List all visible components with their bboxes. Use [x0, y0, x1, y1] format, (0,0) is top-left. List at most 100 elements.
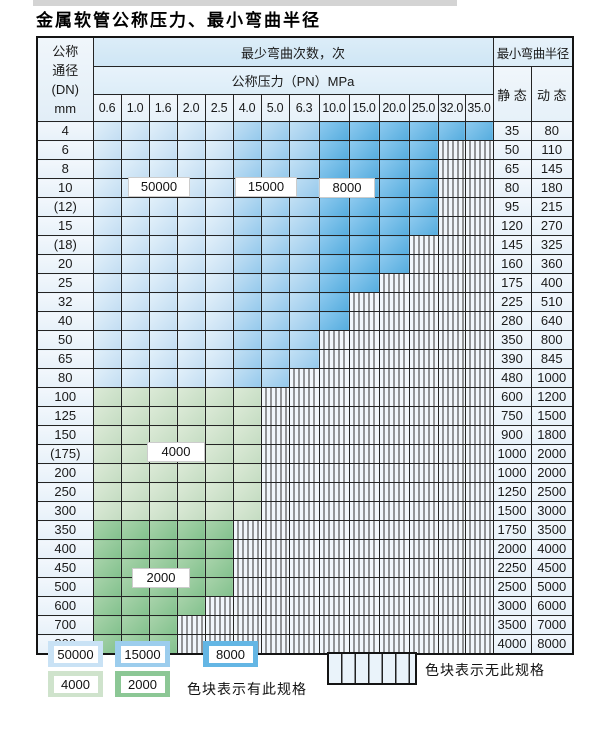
spec-cell-available — [176, 330, 206, 350]
spec-cell-unavailable — [260, 615, 290, 635]
spec-cell-unavailable — [464, 463, 494, 483]
dn-cell: (12) — [36, 197, 94, 217]
spec-cell-available — [408, 197, 439, 217]
spec-cell-available — [232, 216, 262, 236]
spec-cell-unavailable — [378, 634, 410, 655]
spec-cell-unavailable — [437, 140, 466, 160]
dn-cell: 40 — [36, 311, 94, 331]
dynamic-radius-cell: 145 — [530, 159, 574, 179]
static-radius-cell: 1750 — [492, 520, 532, 540]
page-title: 金属软管公称压力、最小弯曲半径 — [36, 11, 321, 30]
spec-cell-available — [92, 349, 122, 369]
static-radius-cell: 1000 — [492, 444, 532, 464]
pn-col-header: 6.3 — [288, 94, 320, 122]
spec-cell-available — [232, 349, 262, 369]
spec-cell-unavailable — [348, 425, 380, 445]
spec-cell-available — [288, 140, 320, 160]
spec-cell-available — [120, 539, 150, 559]
spec-cell-available — [288, 311, 320, 331]
static-radius-cell: 1250 — [492, 482, 532, 502]
dn-cell: 6 — [36, 140, 94, 160]
spec-cell-unavailable — [318, 330, 350, 350]
spec-cell-unavailable — [378, 330, 410, 350]
bend-cycles-header: 最少弯曲次数，次 — [92, 36, 494, 67]
table-row: 20 160 360 — [36, 254, 574, 274]
min-bend-radius-header: 最小弯曲半径 — [492, 36, 574, 67]
dn-cell: 200 — [36, 463, 94, 483]
pn-col-header: 10.0 — [318, 94, 350, 122]
spec-cell-available — [176, 235, 206, 255]
spec-cell-available — [288, 330, 320, 350]
spec-cell-available — [120, 463, 150, 483]
spec-cell-available — [148, 197, 178, 217]
spec-cell-unavailable — [437, 463, 466, 483]
spec-cell-unavailable — [464, 615, 494, 635]
dynamic-radius-cell: 1800 — [530, 425, 574, 445]
spec-cell-available — [318, 292, 350, 312]
spec-cell-unavailable — [378, 368, 410, 388]
spec-cell-unavailable — [318, 444, 350, 464]
spec-cell-unavailable — [318, 387, 350, 407]
spec-cell-available — [378, 235, 410, 255]
spec-cell-unavailable — [232, 520, 262, 540]
spec-cell-available — [148, 159, 178, 179]
dn-cell: 25 — [36, 273, 94, 293]
spec-cell-available — [204, 121, 234, 141]
spec-cell-available — [260, 368, 290, 388]
spec-cell-available — [204, 159, 234, 179]
spec-cell-available — [120, 159, 150, 179]
spec-cell-available — [120, 254, 150, 274]
spec-cell-available — [288, 121, 320, 141]
static-radius-cell: 2000 — [492, 539, 532, 559]
cycles-label-50000: 50000 — [128, 177, 190, 197]
spec-cell-available — [204, 387, 234, 407]
static-radius-cell: 390 — [492, 349, 532, 369]
dynamic-radius-cell: 360 — [530, 254, 574, 274]
spec-cell-available — [148, 520, 178, 540]
dynamic-radius-cell: 2000 — [530, 463, 574, 483]
dynamic-radius-cell: 1200 — [530, 387, 574, 407]
spec-cell-available — [408, 216, 439, 236]
static-radius-cell: 480 — [492, 368, 532, 388]
spec-cell-available — [92, 254, 122, 274]
spec-cell-unavailable — [348, 634, 380, 655]
pn-col-header: 0.6 — [92, 94, 122, 122]
spec-cell-available — [120, 482, 150, 502]
spec-cell-available — [232, 501, 262, 521]
legend-swatch-label: 50000 — [53, 645, 98, 663]
spec-table-wrap: 公称 通径 (DN) mm 最少弯曲次数，次 最小弯曲半径 公称压力（PN）MP… — [36, 36, 574, 655]
legend-swatch-label: 4000 — [53, 675, 98, 693]
spec-cell-unavailable — [437, 634, 466, 655]
spec-cell-unavailable — [408, 330, 439, 350]
spec-cell-available — [288, 292, 320, 312]
spec-cell-unavailable — [408, 634, 439, 655]
spec-cell-unavailable — [437, 273, 466, 293]
legend-swatch-8000: 8000 — [203, 641, 258, 667]
spec-cell-available — [260, 197, 290, 217]
spec-cell-unavailable — [437, 539, 466, 559]
pn-col-header: 2.0 — [176, 94, 206, 122]
spec-cell-available — [120, 330, 150, 350]
spec-cell-available — [92, 178, 122, 198]
spec-cell-available — [92, 425, 122, 445]
spec-cell-unavailable — [464, 539, 494, 559]
spec-cell-available — [92, 368, 122, 388]
spec-cell-unavailable — [464, 330, 494, 350]
spec-cell-available — [378, 254, 410, 274]
spec-cell-available — [176, 140, 206, 160]
static-radius-cell: 4000 — [492, 634, 532, 655]
dynamic-radius-cell: 270 — [530, 216, 574, 236]
spec-cell-available — [232, 406, 262, 426]
table-row: 40 280 640 — [36, 311, 574, 331]
spec-cell-unavailable — [408, 615, 439, 635]
spec-cell-available — [232, 311, 262, 331]
spec-cell-unavailable — [232, 539, 262, 559]
dn-cell: 80 — [36, 368, 94, 388]
spec-cell-available — [232, 387, 262, 407]
table-row: 80 480 1000 — [36, 368, 574, 388]
spec-cell-available — [204, 273, 234, 293]
spec-cell-unavailable — [348, 292, 380, 312]
spec-cell-unavailable — [437, 311, 466, 331]
spec-table-body: 4 35 80 6 50 110 8 65 145 10 80 180 (12) 95 215 15 120 27… — [36, 121, 574, 655]
dynamic-radius-cell: 110 — [530, 140, 574, 160]
